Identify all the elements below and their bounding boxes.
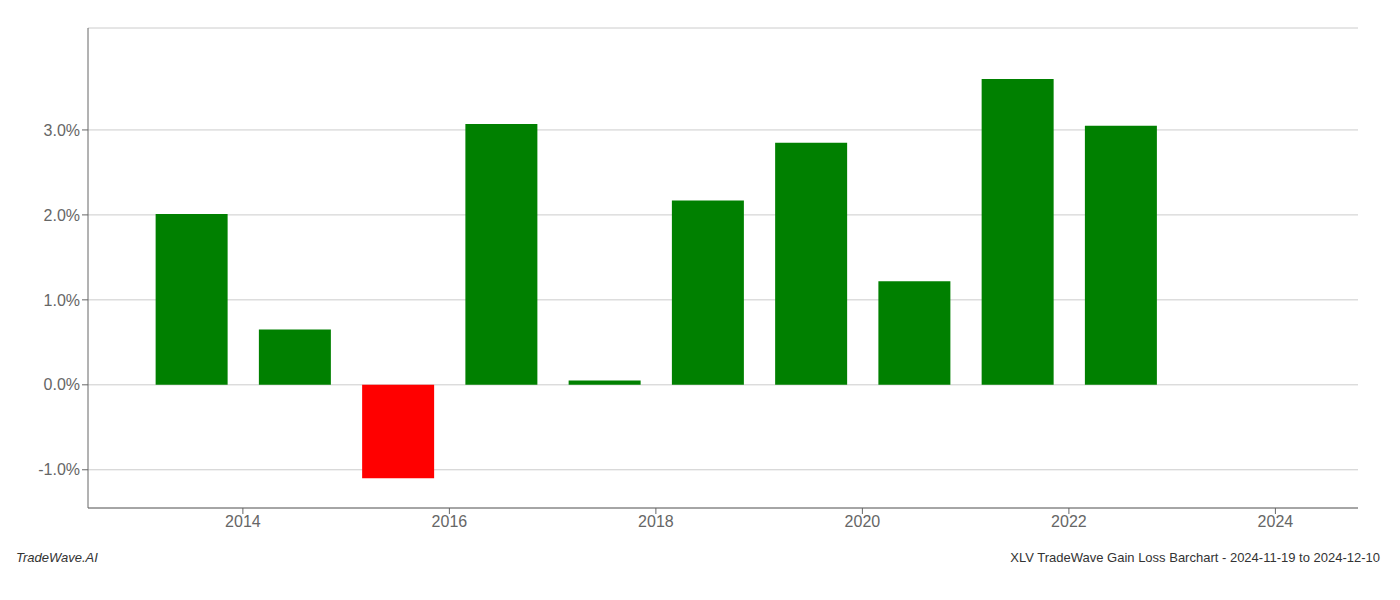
svg-text:2022: 2022 (1051, 513, 1087, 530)
svg-text:2.0%: 2.0% (44, 207, 80, 224)
svg-text:2014: 2014 (225, 513, 261, 530)
svg-text:1.0%: 1.0% (44, 292, 80, 309)
svg-text:2020: 2020 (845, 513, 881, 530)
html-text:XLV TradeWave Gain Loss Barcha: XLV TradeWave Gain Loss Barchart - 2024-… (1010, 550, 1380, 565)
svg-text:0.0%: 0.0% (44, 376, 80, 393)
svg-text:3.0%: 3.0% (44, 122, 80, 139)
svg-text:-1.0%: -1.0% (38, 461, 80, 478)
svg-text:2024: 2024 (1258, 513, 1294, 530)
html-text:TradeWave.AI: TradeWave.AI (16, 550, 98, 565)
svg-text:2018: 2018 (638, 513, 674, 530)
svg-text:2016: 2016 (432, 513, 468, 530)
